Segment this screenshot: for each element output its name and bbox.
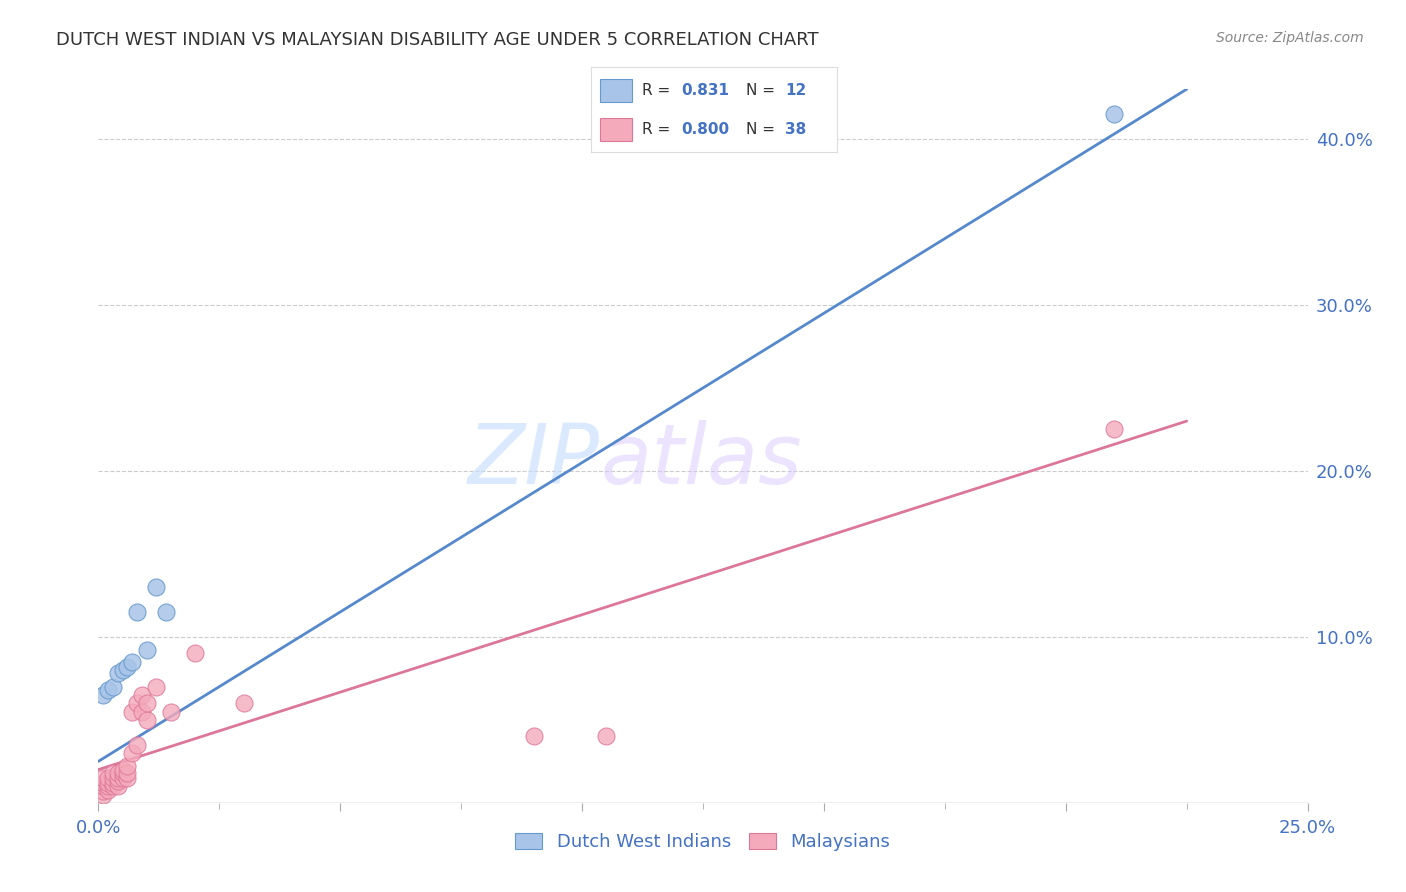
Point <box>101 779 124 793</box>
Point <box>1102 107 1125 121</box>
Point <box>107 666 129 681</box>
Text: N =: N = <box>745 122 779 137</box>
Point <box>145 580 167 594</box>
Point <box>135 713 157 727</box>
Point <box>101 771 124 785</box>
Point <box>91 771 114 785</box>
Text: R =: R = <box>643 122 675 137</box>
Point <box>131 688 153 702</box>
Bar <box>600 78 633 103</box>
Point <box>91 788 114 802</box>
Point <box>121 705 143 719</box>
Point <box>91 688 114 702</box>
Text: 38: 38 <box>785 122 806 137</box>
Point <box>145 680 167 694</box>
Point <box>160 705 183 719</box>
Point <box>121 746 143 760</box>
Bar <box>600 118 633 142</box>
Point <box>135 696 157 710</box>
Text: N =: N = <box>745 83 779 98</box>
Text: 12: 12 <box>785 83 806 98</box>
Text: 0.831: 0.831 <box>682 83 730 98</box>
Point <box>127 738 149 752</box>
Point <box>107 779 129 793</box>
Point <box>107 771 129 785</box>
Point <box>91 776 114 790</box>
Point <box>595 730 617 744</box>
Point <box>107 766 129 780</box>
Point <box>155 605 177 619</box>
Point <box>523 730 546 744</box>
Point <box>101 766 124 780</box>
Point <box>107 774 129 789</box>
Point <box>111 771 134 785</box>
Point <box>111 766 134 780</box>
Point <box>121 655 143 669</box>
Point <box>97 782 120 797</box>
Point <box>127 696 149 710</box>
Point <box>101 776 124 790</box>
Text: atlas: atlas <box>600 420 801 500</box>
Point <box>184 647 207 661</box>
Point <box>91 779 114 793</box>
Point <box>131 705 153 719</box>
Text: Source: ZipAtlas.com: Source: ZipAtlas.com <box>1216 31 1364 45</box>
Point <box>111 763 134 777</box>
Point <box>97 776 120 790</box>
Point <box>117 771 139 785</box>
Point <box>117 766 139 780</box>
Point <box>97 779 120 793</box>
Point <box>232 696 254 710</box>
Text: 0.800: 0.800 <box>682 122 730 137</box>
Legend: Dutch West Indians, Malaysians: Dutch West Indians, Malaysians <box>508 825 898 858</box>
Point <box>117 659 139 673</box>
Point <box>117 759 139 773</box>
Text: DUTCH WEST INDIAN VS MALAYSIAN DISABILITY AGE UNDER 5 CORRELATION CHART: DUTCH WEST INDIAN VS MALAYSIAN DISABILIT… <box>56 31 818 49</box>
Point <box>97 682 120 697</box>
Point <box>111 663 134 677</box>
Point <box>1102 422 1125 436</box>
Point <box>135 643 157 657</box>
Point <box>91 784 114 798</box>
Text: R =: R = <box>643 83 675 98</box>
Point <box>101 680 124 694</box>
Point <box>127 605 149 619</box>
Text: ZIP: ZIP <box>468 420 600 500</box>
Point <box>97 771 120 785</box>
